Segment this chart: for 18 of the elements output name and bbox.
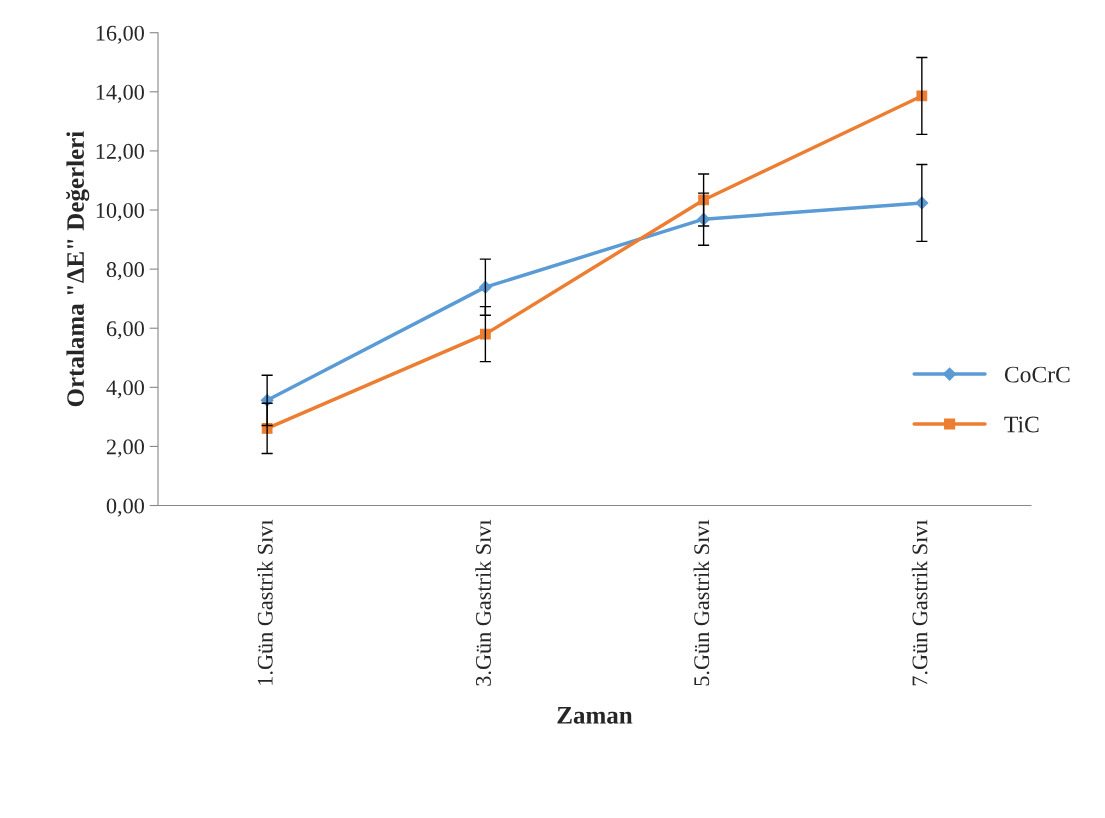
x-axis-title: Zaman <box>557 707 633 724</box>
y-tick-label: 12,00 <box>96 143 144 163</box>
y-tick-label: 8,00 <box>106 262 144 281</box>
point <box>479 328 491 340</box>
x-tick-label: 5.Gün Gastrik Sıvı <box>693 519 710 686</box>
x-tick-label: 1.Gün Gastrik Sıvı <box>257 519 273 685</box>
y-tick-label: 16,00 <box>96 25 144 44</box>
legend-label: CoCrC <box>1004 366 1070 383</box>
y-tick-label: 14,00 <box>96 84 144 103</box>
y-tick-label: 6,00 <box>106 321 144 340</box>
y-tick-label: 0,00 <box>106 498 144 517</box>
y-tick-label: 4,00 <box>106 380 144 399</box>
y-axis-title: Ortalama "ΔE" Değerleri <box>66 131 90 407</box>
x-tick-label: 7.Gün Gastrik Sıvı <box>911 519 928 686</box>
x-tick-label: 3.Gün Gastrik Sıvı <box>475 519 492 686</box>
y-tick-label: 2,00 <box>106 439 144 458</box>
legend-label: TiC <box>1004 416 1039 433</box>
y-tick-label: 10,00 <box>96 202 144 222</box>
